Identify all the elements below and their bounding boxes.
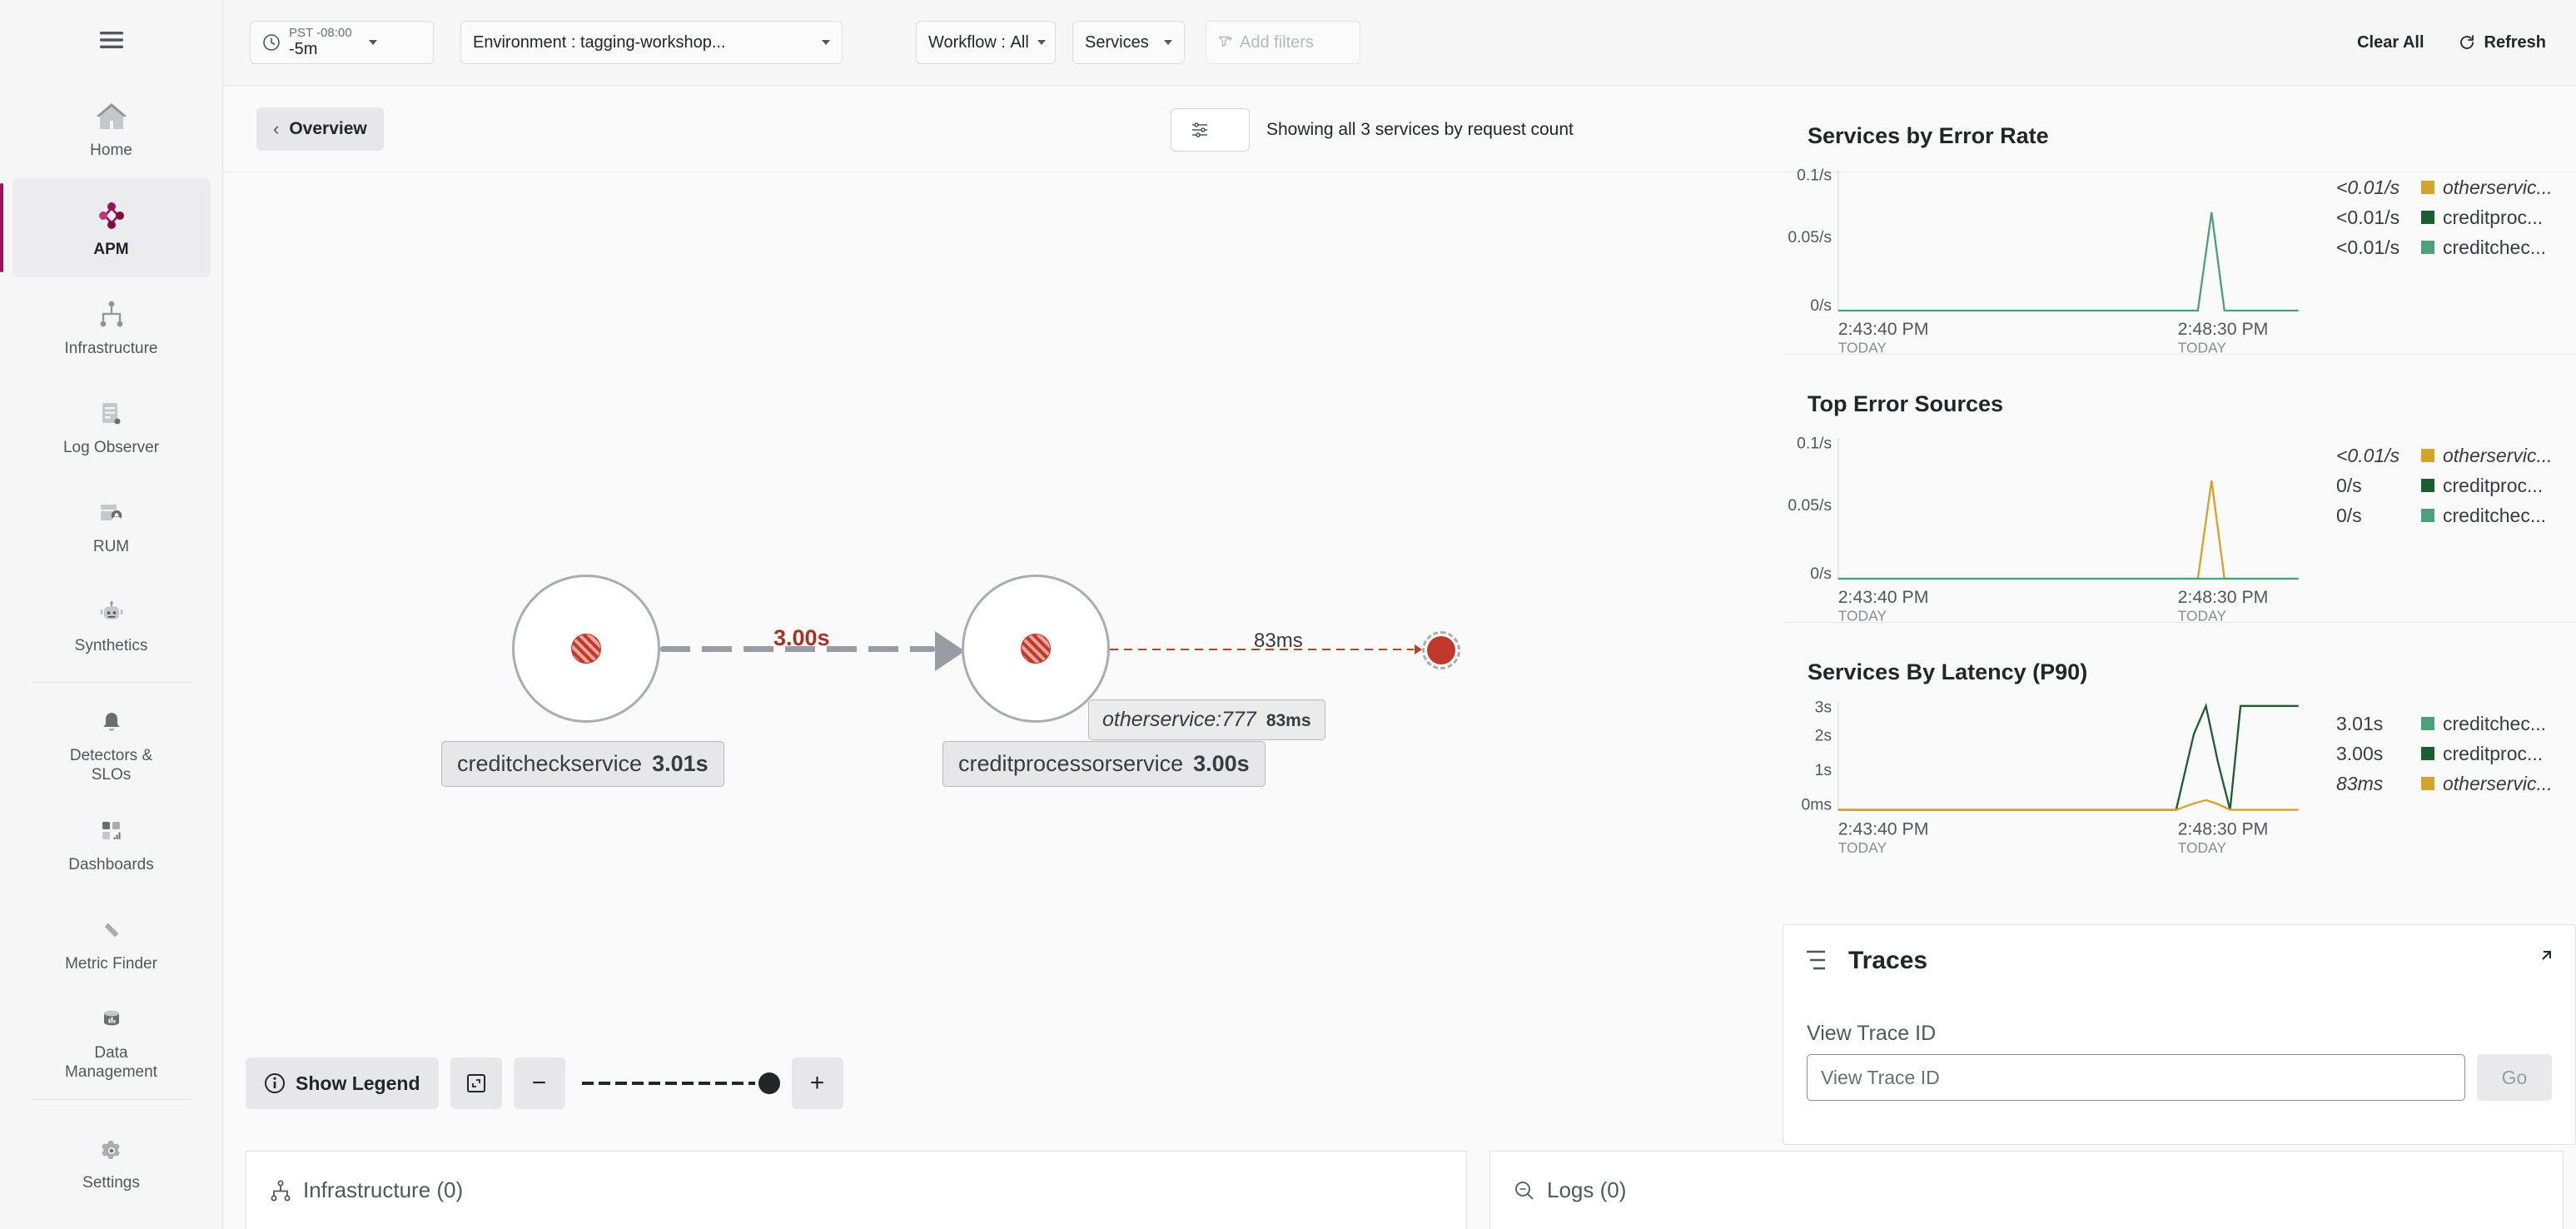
svg-text:TODAY: TODAY [1838,607,1887,624]
svg-text:0.05/s: 0.05/s [1788,497,1832,515]
svg-text:2:48:30 PM: 2:48:30 PM [2178,587,2269,607]
svg-text:3s: 3s [1815,699,1832,717]
svg-text:2:43:40 PM: 2:43:40 PM [1838,819,1929,839]
svg-text:0/s: 0/s [1810,297,1832,315]
svg-text:TODAY: TODAY [2178,607,2227,624]
svg-text:2:48:30 PM: 2:48:30 PM [2178,819,2269,839]
svg-text:2:48:30 PM: 2:48:30 PM [2178,319,2269,339]
svg-text:TODAY: TODAY [2178,339,2227,356]
svg-text:0ms: 0ms [1801,797,1832,814]
svg-text:1s: 1s [1815,762,1832,779]
svg-text:2:43:40 PM: 2:43:40 PM [1838,319,1929,339]
svg-text:2s: 2s [1815,727,1832,744]
svg-text:0.05/s: 0.05/s [1788,229,1832,246]
svg-text:0.1/s: 0.1/s [1797,167,1832,184]
svg-text:0.1/s: 0.1/s [1797,435,1832,452]
svg-text:2:43:40 PM: 2:43:40 PM [1838,587,1929,607]
svg-text:TODAY: TODAY [2178,839,2227,856]
svg-text:TODAY: TODAY [1838,839,1887,856]
svg-text:TODAY: TODAY [1838,339,1887,356]
svg-text:0/s: 0/s [1810,565,1832,583]
